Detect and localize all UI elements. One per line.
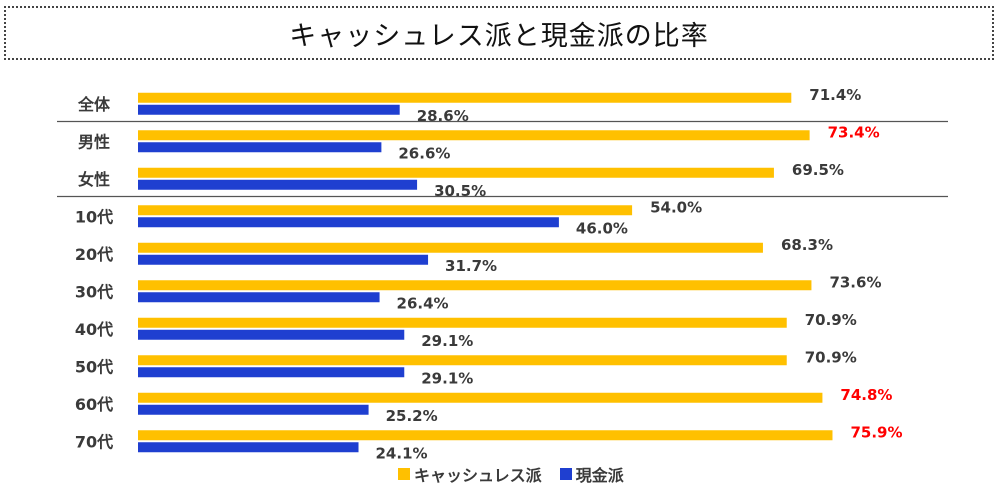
value-label-cash: 28.6% — [417, 107, 469, 125]
bar-cash — [138, 329, 405, 340]
bar-cash — [138, 367, 405, 378]
value-label-cash: 26.4% — [397, 294, 449, 312]
value-label-cashless: 54.0% — [650, 198, 702, 216]
bar-cashless — [138, 430, 833, 441]
value-label-cash: 24.1% — [376, 444, 428, 462]
value-label-cashless: 73.6% — [829, 273, 881, 291]
value-label-cashless: 70.9% — [805, 311, 857, 329]
category-label: 60代 — [75, 395, 113, 414]
bar-cashless — [138, 205, 633, 216]
category-label: 20代 — [75, 245, 113, 264]
legend-item-cashless: キャッシュレス派 — [398, 462, 542, 486]
value-label-cash: 29.1% — [421, 332, 473, 350]
value-label-cash: 31.7% — [445, 257, 497, 275]
value-label-cash: 29.1% — [421, 369, 473, 387]
category-label: 50代 — [75, 357, 113, 376]
value-label-cashless: 69.5% — [792, 161, 844, 179]
category-label: 女性 — [78, 170, 110, 189]
bar-cash — [138, 179, 418, 190]
value-label-cash: 30.5% — [434, 182, 486, 200]
bar-cashless — [138, 392, 823, 403]
bar-cashless — [138, 92, 792, 103]
category-label: 男性 — [78, 132, 110, 151]
bar-cash — [138, 254, 429, 265]
bar-cashless — [138, 355, 787, 366]
chart-title: キャッシュレス派と現金派の比率 — [289, 20, 709, 52]
bar-cash — [138, 442, 359, 453]
legend-label-cashless: キャッシュレス派 — [414, 466, 542, 485]
category-label: 70代 — [75, 432, 113, 451]
category-label: 全体 — [77, 95, 111, 114]
legend-item-cash: 現金派 — [559, 462, 624, 486]
legend-label-cash: 現金派 — [575, 466, 624, 485]
value-label-cash: 46.0% — [576, 219, 628, 237]
legend: キャッシュレス派 現金派 — [398, 462, 624, 486]
bar-cashless — [138, 167, 774, 178]
value-label-cashless: 74.8% — [840, 386, 892, 404]
value-label-cashless: 73.4% — [828, 123, 880, 141]
bar-cash — [138, 142, 382, 153]
bar-cashless — [138, 280, 812, 291]
bar-cash — [138, 404, 369, 415]
value-label-cash: 26.6% — [398, 144, 450, 162]
legend-swatch-cashless — [398, 468, 410, 480]
bar-cashless — [138, 317, 787, 328]
bar-cashless — [138, 242, 763, 253]
bar-cashless — [138, 130, 810, 141]
bar-cash — [138, 217, 559, 228]
chart-title-box: キャッシュレス派と現金派の比率 — [4, 6, 994, 60]
value-label-cashless: 75.9% — [850, 423, 902, 441]
category-label: 30代 — [75, 282, 113, 301]
value-label-cashless: 70.9% — [805, 348, 857, 366]
bar-cash — [138, 104, 400, 115]
legend-swatch-cash — [559, 468, 572, 480]
value-label-cash: 25.2% — [386, 407, 438, 425]
value-label-cashless: 68.3% — [781, 236, 833, 254]
bar-cash — [138, 292, 380, 303]
value-label-cashless: 71.4% — [809, 86, 861, 104]
category-label: 10代 — [75, 207, 113, 226]
category-label: 40代 — [75, 320, 113, 339]
